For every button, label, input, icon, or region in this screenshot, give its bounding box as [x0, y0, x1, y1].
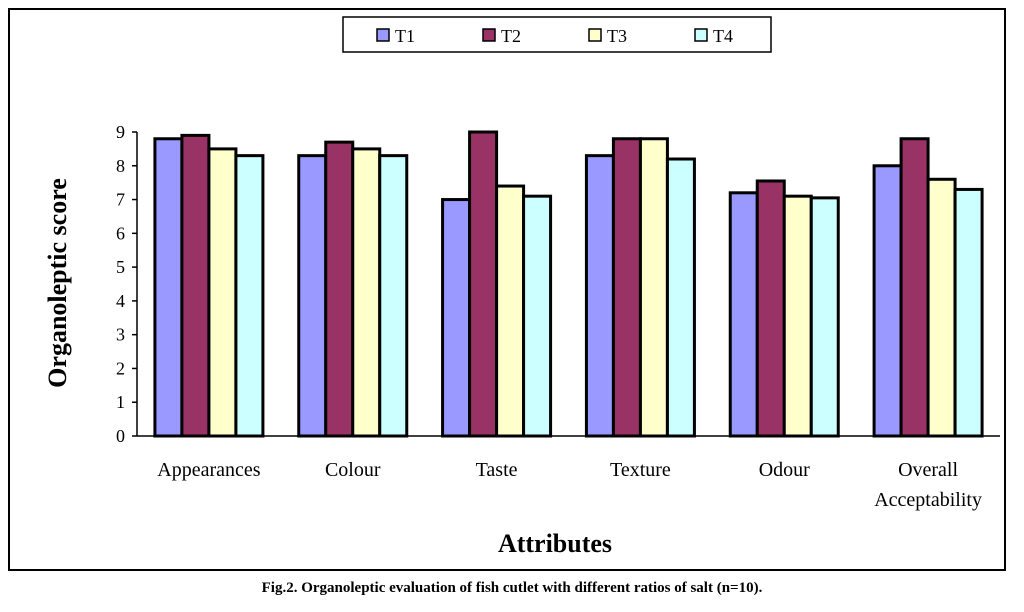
bar-t1	[153, 137, 184, 438]
x-tick-label: Overall	[898, 459, 958, 481]
y-tick-label: 8	[116, 156, 125, 176]
bar-t3	[926, 177, 957, 438]
bar-t3	[351, 147, 382, 438]
bar-t4	[378, 154, 409, 438]
y-tick-label: 5	[116, 257, 125, 277]
bar-t1	[728, 191, 759, 438]
bar-t2	[899, 137, 930, 438]
chart-frame	[8, 8, 1006, 571]
legend-label-t3: T3	[607, 26, 627, 46]
x-tick-label: Taste	[476, 459, 518, 481]
legend-swatch-t4	[694, 28, 708, 42]
bar-t2	[324, 140, 355, 438]
bar-t1	[297, 154, 328, 438]
bar-t4	[665, 157, 696, 438]
bar-t3	[638, 137, 669, 438]
y-tick-label: 7	[116, 190, 125, 210]
legend-label-t4: T4	[713, 26, 733, 46]
y-axis-title: Organoleptic score	[43, 178, 72, 388]
y-tick-label: 2	[116, 358, 125, 378]
bar-t4	[522, 194, 553, 438]
y-tick-label: 9	[116, 122, 125, 142]
bar-t1	[441, 198, 472, 438]
bar-t4	[953, 187, 984, 438]
figure-caption: Fig.2. Organoleptic evaluation of fish c…	[261, 580, 763, 596]
bar-t1	[584, 154, 615, 438]
x-tick-label: Acceptability	[874, 489, 982, 511]
x-tick-label: Colour	[325, 459, 381, 481]
legend-swatch-t2	[482, 28, 496, 42]
bar-t3	[207, 147, 238, 438]
bar-t3	[782, 194, 813, 438]
x-tick-label: Appearances	[157, 459, 260, 481]
bar-t3	[495, 184, 526, 438]
y-tick-label: 6	[116, 223, 125, 243]
bar-t2	[468, 130, 499, 438]
x-tick-label: Odour	[759, 459, 810, 481]
legend-swatch-t1	[376, 28, 390, 42]
bar-t1	[872, 164, 903, 438]
x-tick-label: Texture	[610, 459, 671, 481]
bar-t2	[611, 137, 642, 438]
bar-t2	[755, 179, 786, 438]
bar-t2	[180, 133, 211, 438]
legend-label-t2: T2	[501, 26, 521, 46]
y-tick-label: 1	[116, 392, 125, 412]
legend-swatch-t3	[588, 28, 602, 42]
x-axis-title: Attributes	[498, 529, 612, 558]
y-tick-label: 3	[116, 325, 125, 345]
bar-t4	[234, 154, 265, 438]
y-tick-label: 0	[116, 426, 125, 446]
y-tick-label: 4	[116, 291, 125, 311]
legend-label-t1: T1	[395, 26, 415, 46]
bar-t4	[809, 196, 840, 438]
